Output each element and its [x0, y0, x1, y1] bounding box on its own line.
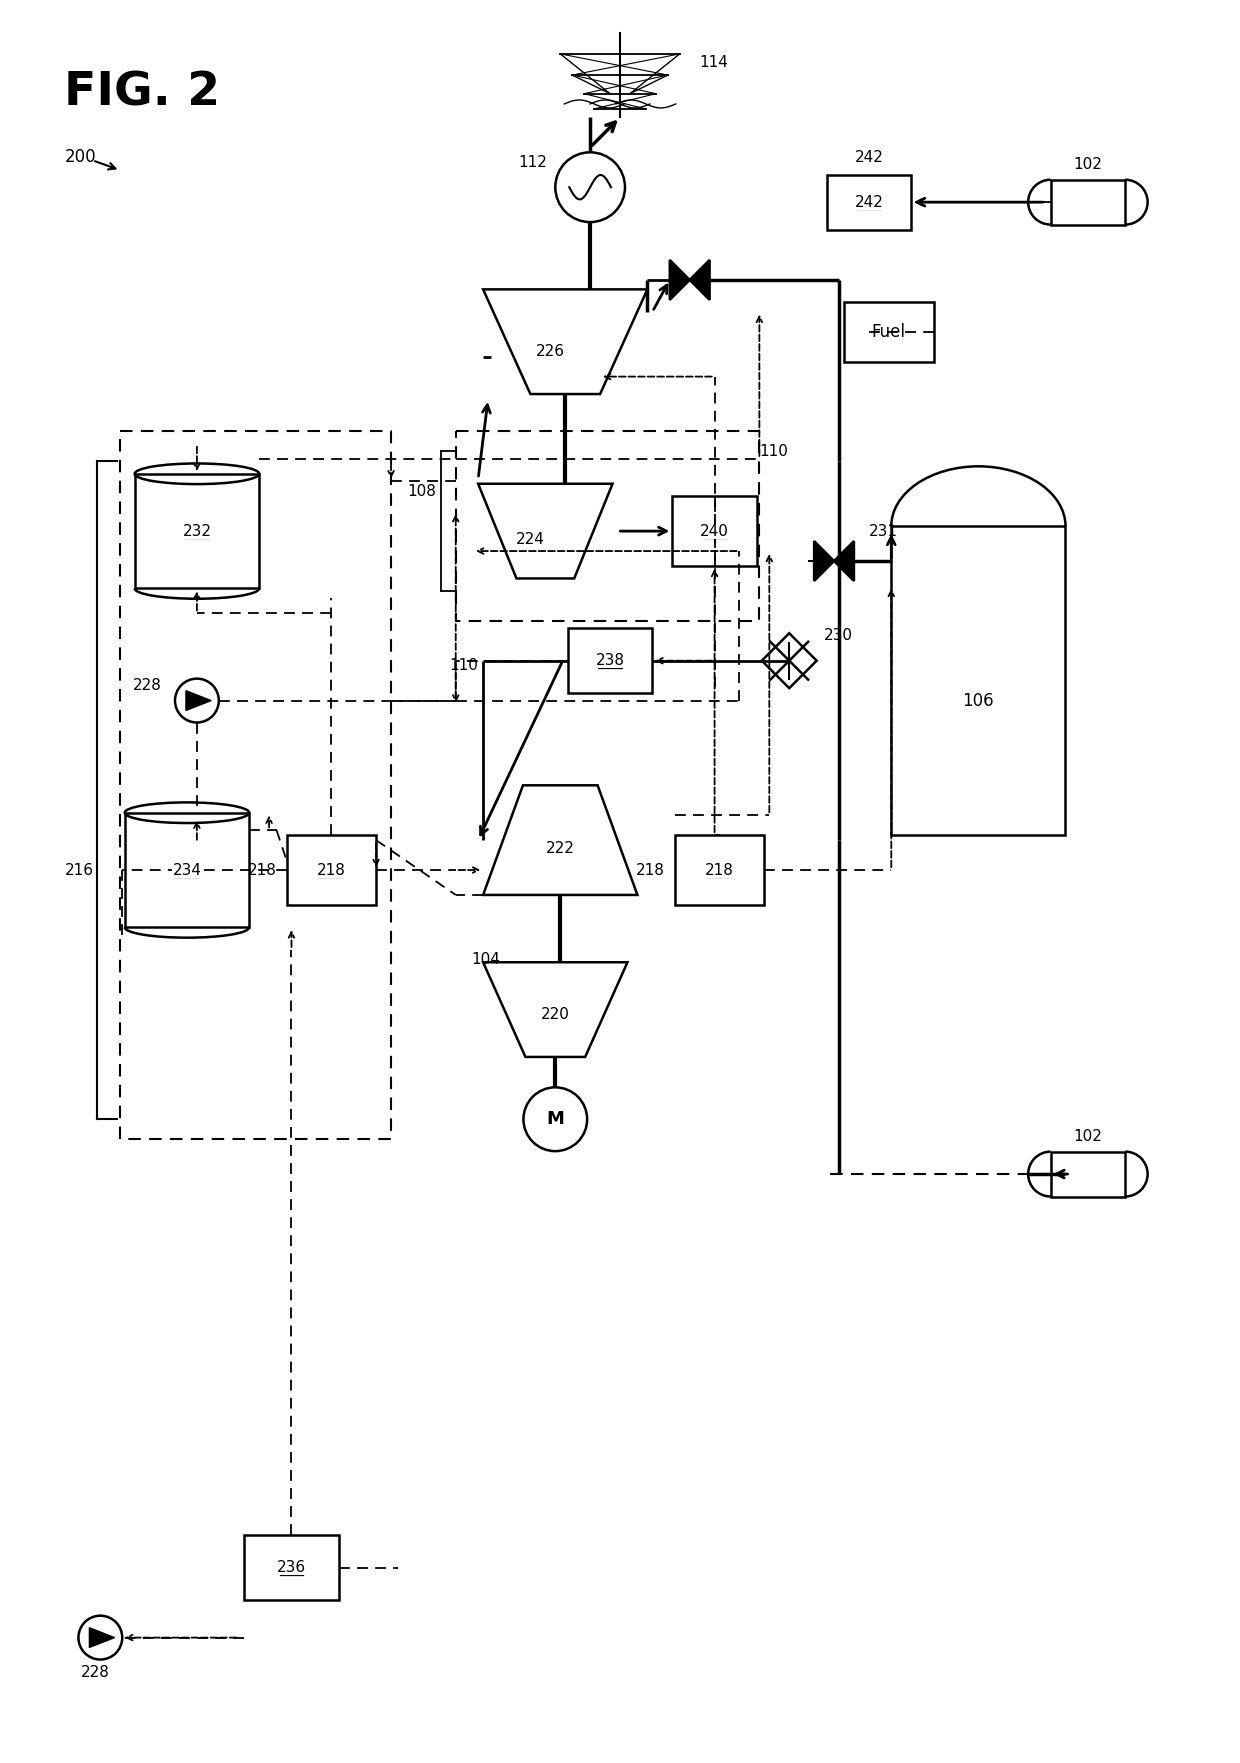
Polygon shape [670, 259, 689, 300]
Text: 224: 224 [516, 532, 544, 547]
Text: 222: 222 [546, 841, 574, 855]
Text: 242: 242 [854, 150, 883, 164]
Text: 102: 102 [1074, 157, 1102, 171]
Text: 102: 102 [1074, 1128, 1102, 1144]
Text: 216: 216 [64, 862, 93, 878]
Text: 112: 112 [518, 155, 547, 169]
Text: 228: 228 [133, 679, 162, 693]
Text: 226: 226 [536, 344, 564, 360]
Text: 234: 234 [172, 862, 201, 878]
Polygon shape [815, 541, 835, 582]
Text: 108: 108 [407, 483, 435, 499]
Text: 238: 238 [595, 654, 625, 668]
Text: 110: 110 [759, 444, 789, 458]
Text: 218: 218 [248, 862, 277, 878]
Text: 104: 104 [471, 952, 501, 968]
Text: 114: 114 [699, 55, 729, 71]
Text: 228: 228 [81, 1664, 110, 1680]
Polygon shape [835, 541, 854, 582]
Text: 232: 232 [182, 524, 211, 539]
Text: 242: 242 [854, 194, 883, 210]
Text: 231: 231 [869, 524, 898, 539]
Polygon shape [689, 259, 709, 300]
Polygon shape [186, 691, 211, 710]
Text: 230: 230 [825, 628, 853, 643]
Polygon shape [89, 1627, 114, 1647]
Text: 110: 110 [450, 658, 479, 673]
Text: Fuel: Fuel [872, 323, 905, 340]
Text: 236: 236 [277, 1560, 306, 1576]
Text: 240: 240 [701, 524, 729, 539]
Text: 200: 200 [64, 148, 97, 166]
Text: 218: 218 [317, 862, 346, 878]
Text: 218: 218 [706, 862, 734, 878]
Text: 106: 106 [962, 691, 994, 709]
Text: 218: 218 [636, 862, 665, 878]
Text: FIG. 2: FIG. 2 [64, 71, 221, 116]
Text: 220: 220 [541, 1007, 569, 1023]
Text: M: M [547, 1111, 564, 1128]
